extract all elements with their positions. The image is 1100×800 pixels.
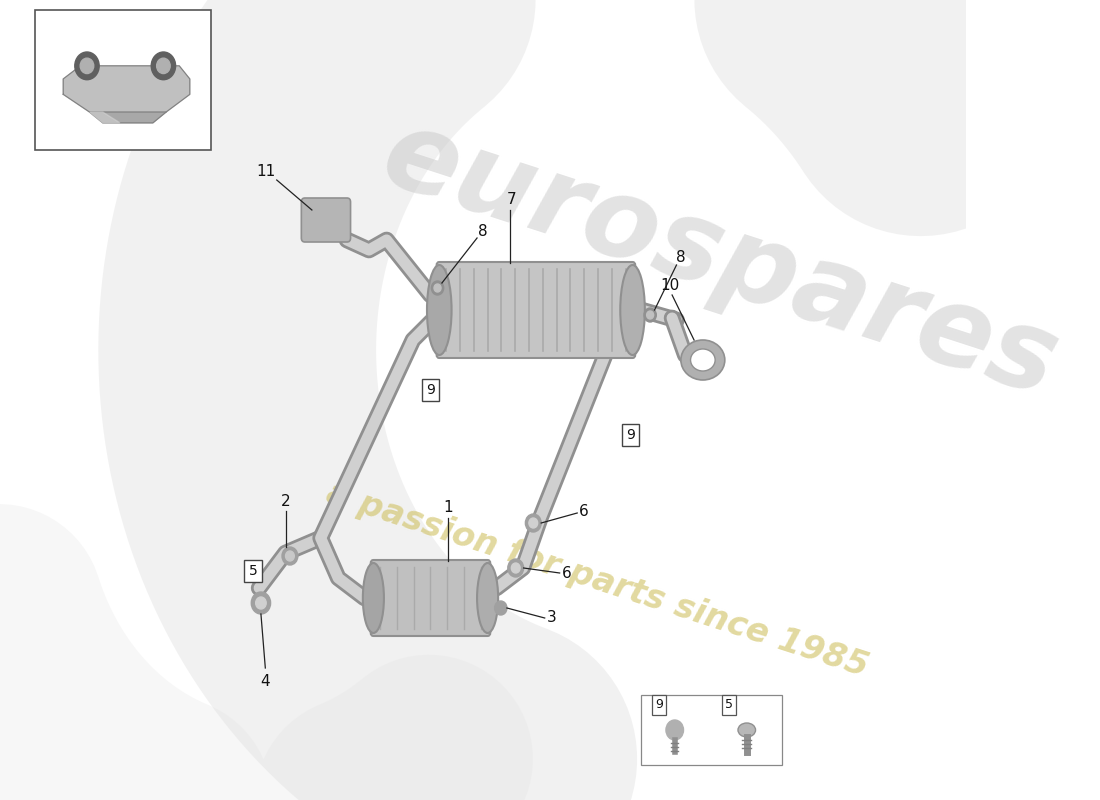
Text: 5: 5 [249,564,257,578]
Circle shape [80,58,94,74]
Ellipse shape [477,563,498,633]
Text: 7: 7 [506,193,516,207]
Text: 6: 6 [580,503,590,518]
Circle shape [526,514,541,532]
Ellipse shape [681,340,725,380]
Text: 9: 9 [426,383,434,397]
Text: 9: 9 [654,698,663,711]
Text: a passion for parts since 1985: a passion for parts since 1985 [322,477,872,683]
Bar [35,10,211,150]
Text: 3: 3 [547,610,557,626]
Polygon shape [89,112,166,123]
Text: 1: 1 [443,501,453,515]
Ellipse shape [363,563,384,633]
Circle shape [251,592,271,614]
Text: 5: 5 [725,698,734,711]
Circle shape [286,551,295,561]
FancyBboxPatch shape [437,262,635,358]
Circle shape [644,308,657,322]
FancyBboxPatch shape [371,560,491,636]
Circle shape [512,563,520,573]
Text: 10: 10 [660,278,679,293]
Text: 9: 9 [626,428,635,442]
Circle shape [508,559,524,577]
Circle shape [666,720,683,740]
Ellipse shape [691,349,715,371]
Text: 11: 11 [256,165,276,179]
Circle shape [434,284,441,292]
Circle shape [431,281,443,295]
Ellipse shape [620,265,645,355]
FancyBboxPatch shape [301,198,351,242]
Circle shape [495,601,507,615]
Circle shape [255,597,266,609]
Text: 4: 4 [261,674,271,689]
Circle shape [647,311,653,319]
Polygon shape [64,66,190,112]
Polygon shape [89,112,120,123]
Circle shape [151,52,176,80]
Text: 2: 2 [280,494,290,509]
Text: eurospares: eurospares [370,101,1071,419]
Ellipse shape [738,723,756,737]
Circle shape [529,518,538,528]
Circle shape [282,547,298,565]
Circle shape [156,58,170,74]
Text: 8: 8 [478,225,488,239]
Circle shape [75,52,99,80]
Bar [641,695,782,765]
Text: 6: 6 [562,566,572,581]
Text: 8: 8 [676,250,685,265]
Ellipse shape [427,265,452,355]
